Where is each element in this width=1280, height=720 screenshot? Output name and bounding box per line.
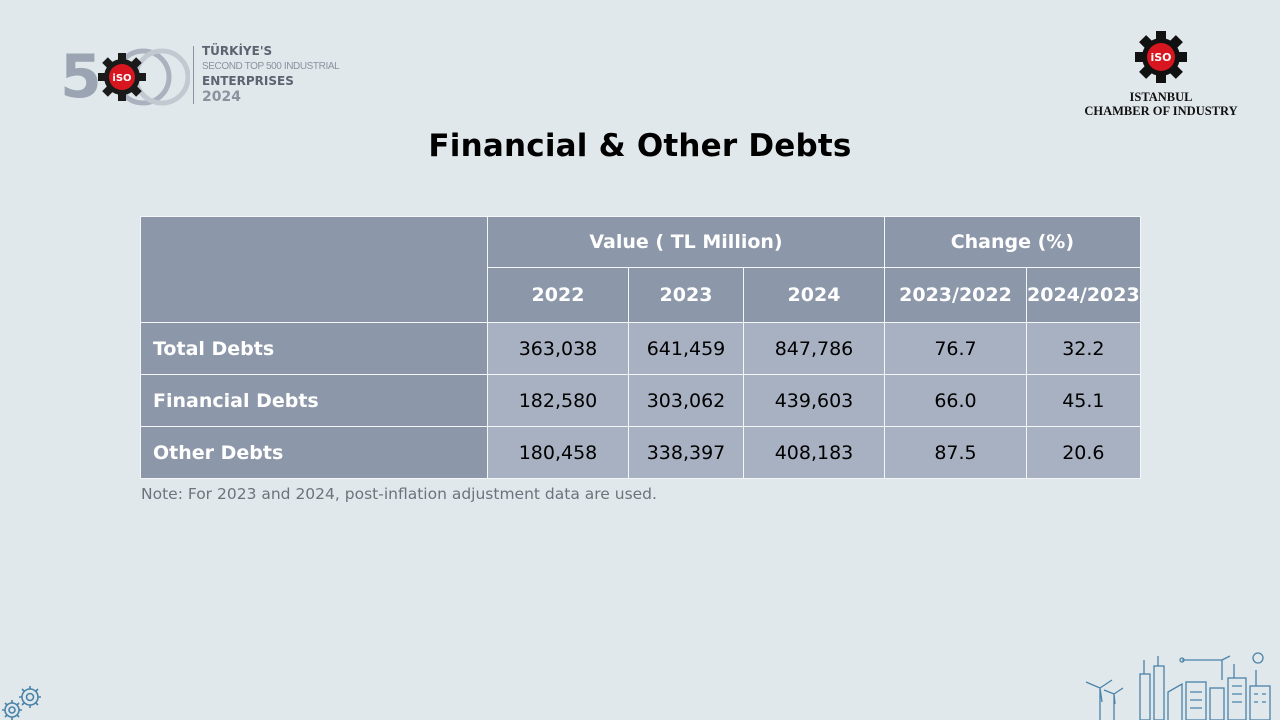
iso-chamber-logo: iSO ISTANBUL CHAMBER OF INDUSTRY [1072,30,1250,125]
table-cell: 66.0 [884,374,1027,427]
table-row: Other Debts 180,458 338,397 408,183 87.5… [140,426,1141,479]
badge-text: iSO [112,73,131,84]
page-title: Financial & Other Debts [428,128,852,164]
table-cell: 180,458 [487,426,629,479]
table-cell: 439,603 [743,374,885,427]
org-name-line1: ISTANBUL [1129,90,1193,104]
change-group-header: Change (%) [884,216,1141,268]
table-cell: 182,580 [487,374,629,427]
table-cell: 87.5 [884,426,1027,479]
column-header: 2024/2023 [1026,267,1141,323]
table-cell: 45.1 [1026,374,1141,427]
table-cell: 408,183 [743,426,885,479]
column-header: 2024 [743,267,885,323]
top500-logo: 5 iSO TÜRKİYE'S SECOND TOP 500 INDUSTRIA… [60,42,340,112]
footnote: Note: For 2023 and 2024, post-inflation … [141,485,657,503]
column-header: 2023 [628,267,744,323]
org-name-line2: CHAMBER OF INDUSTRY [1084,104,1238,118]
iso-gear-rings-icon: iSO [98,48,190,106]
logo-line1: TÜRKİYE'S [202,44,273,58]
row-label: Total Debts [140,322,488,375]
corner-header-cell [140,216,488,323]
debts-table: Value ( TL Million) Change (%) 2022 2023… [140,216,1141,479]
table-cell: 363,038 [487,322,629,375]
table-row: Financial Debts 182,580 303,062 439,603 … [140,374,1141,427]
gears-decoration-icon [2,686,41,720]
table-cell: 76.7 [884,322,1027,375]
row-label: Other Debts [140,426,488,479]
table-cell: 20.6 [1026,426,1141,479]
industry-skyline-icon [1085,652,1271,720]
logo-line4: 2024 [202,89,241,105]
table-row: Total Debts 363,038 641,459 847,786 76.7… [140,322,1141,375]
logo-digit: 5 [60,42,102,112]
column-header: 2022 [487,267,629,323]
logo-line2: SECOND TOP 500 INDUSTRIAL [202,61,340,72]
value-group-header: Value ( TL Million) [487,216,885,268]
row-label: Financial Debts [140,374,488,427]
table-cell: 303,062 [628,374,744,427]
iso-gear-icon: iSO [1135,31,1187,83]
table-cell: 338,397 [628,426,744,479]
table-cell: 32.2 [1026,322,1141,375]
logo-line3: ENTERPRISES [202,74,294,88]
table-cell: 641,459 [628,322,744,375]
column-header: 2023/2022 [884,267,1027,323]
badge-text: iSO [1150,51,1171,64]
logo-divider [193,46,194,104]
table-cell: 847,786 [743,322,885,375]
